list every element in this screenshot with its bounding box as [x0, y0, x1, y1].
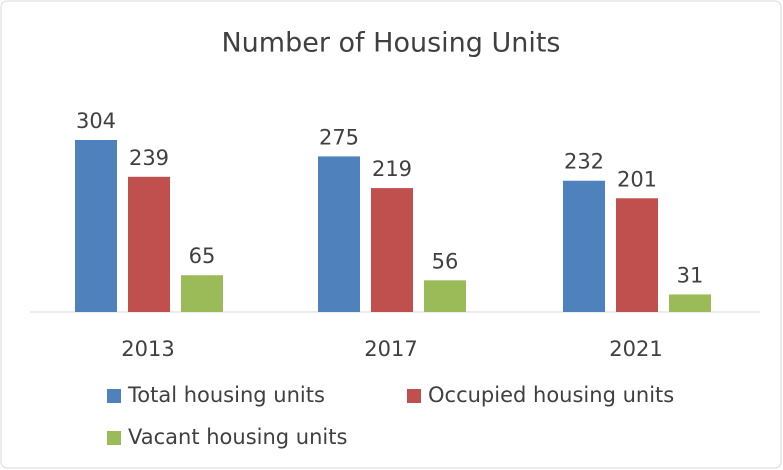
bar: [563, 180, 605, 312]
legend-label: Occupied housing units: [428, 383, 674, 407]
bar: [371, 188, 413, 312]
legend-swatch: [107, 389, 121, 403]
bar: [424, 280, 466, 312]
x-tick-label: 2017: [364, 337, 417, 361]
legend-swatch: [107, 431, 121, 445]
data-label: 31: [677, 263, 704, 287]
legend-label: Vacant housing units: [128, 425, 347, 449]
bar: [669, 294, 711, 312]
data-label: 275: [319, 125, 359, 149]
data-label: 219: [372, 157, 412, 181]
x-tick-label: 2013: [121, 337, 174, 361]
bar: [616, 198, 658, 312]
x-tick-label: 2021: [609, 337, 662, 361]
legend-swatch: [407, 389, 421, 403]
data-label: 232: [564, 150, 604, 174]
data-label: 56: [432, 249, 459, 273]
data-label: 201: [617, 167, 657, 191]
chart-title: Number of Housing Units: [221, 28, 560, 59]
legend-label: Total housing units: [127, 383, 325, 407]
data-label: 239: [129, 146, 169, 170]
data-label: 304: [76, 109, 116, 133]
bar: [181, 275, 223, 312]
bar: [318, 156, 360, 312]
bar: [75, 140, 117, 312]
bar: [128, 176, 170, 312]
data-label: 65: [189, 244, 216, 268]
